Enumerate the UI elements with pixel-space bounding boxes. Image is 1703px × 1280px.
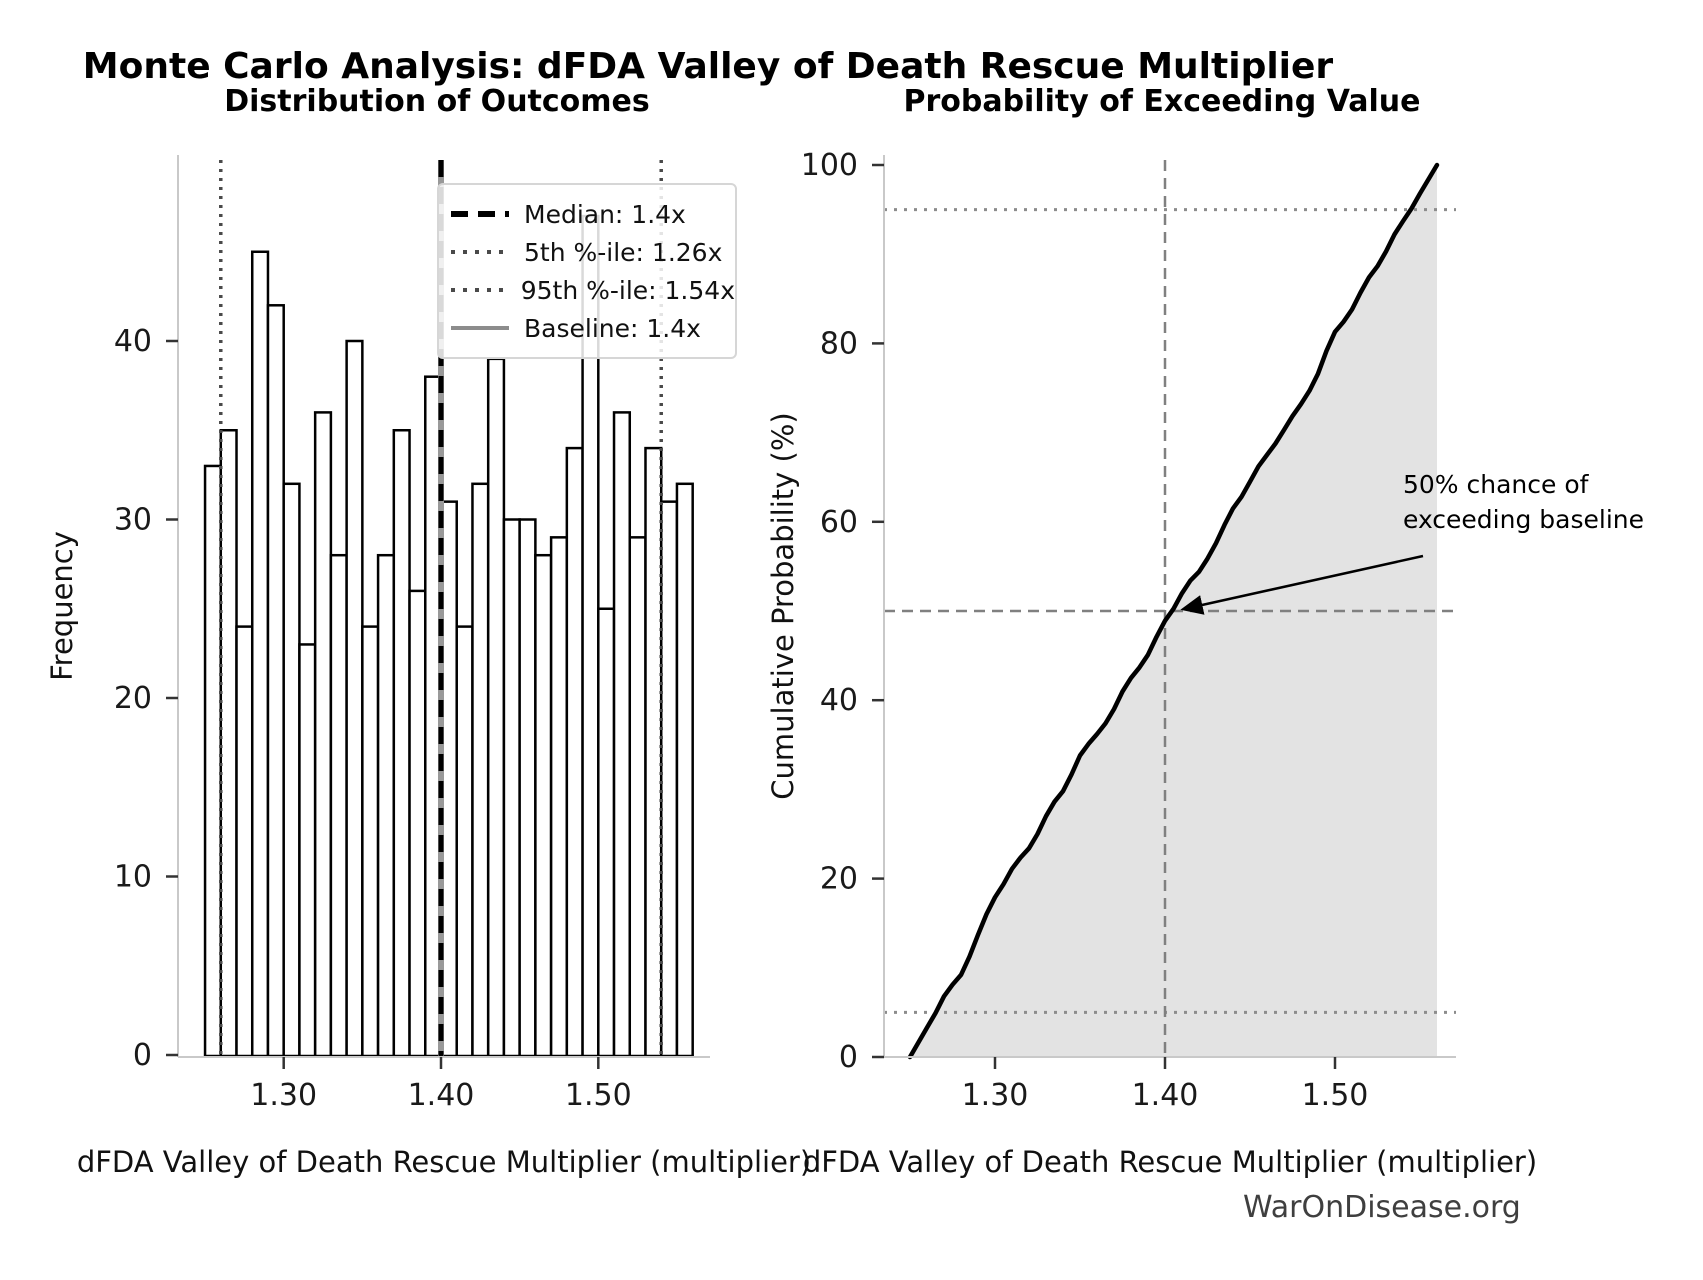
histogram-bar (675, 482, 694, 1058)
figure-title: Monte Carlo Analysis: dFDA Valley of Dea… (82, 46, 1334, 87)
histogram-bar (235, 625, 254, 1058)
histogram-bar (644, 446, 663, 1058)
legend-item-median: Median: 1.4x (451, 195, 735, 233)
histogram-bar (659, 500, 679, 1058)
y-tick-label: 80 (820, 326, 858, 361)
histogram-bar (219, 429, 238, 1058)
histogram-xlabel: dFDA Valley of Death Rescue Multiplier (… (76, 1145, 812, 1179)
y-tick-label: 60 (820, 505, 858, 540)
histogram-bar (376, 553, 396, 1058)
legend-label-baseline: Baseline: 1.4x (524, 313, 701, 343)
histogram-bar (534, 553, 553, 1058)
histogram-bar (549, 536, 569, 1058)
histogram-bar (392, 429, 411, 1058)
histogram-bar (313, 411, 333, 1058)
histogram-bar (518, 518, 537, 1058)
histogram-bar (455, 625, 474, 1058)
y-tick-label: 100 (801, 148, 858, 183)
y-tick-label: 40 (114, 324, 152, 359)
p95-line-sample-icon (451, 288, 506, 292)
histogram-ylabel: Frequency (45, 531, 79, 681)
p5-line-sample-icon (451, 250, 509, 254)
histogram-bar (628, 536, 647, 1058)
histogram-bar (597, 607, 616, 1058)
histogram-bar (565, 446, 584, 1058)
legend-item-baseline: Baseline: 1.4x (451, 309, 735, 347)
y-tick-label: 10 (114, 860, 152, 895)
histogram-bar (361, 625, 380, 1058)
histogram-bar (266, 304, 285, 1058)
legend-item-p5: 5th %-ile: 1.26x (451, 233, 735, 271)
histogram-bar (282, 482, 301, 1058)
legend-label-p5: 5th %-ile: 1.26x (524, 237, 723, 267)
y-tick-label: 40 (820, 683, 858, 718)
cdf-title: Probability of Exceeding Value (903, 84, 1421, 119)
x-tick-label: 1.50 (565, 1078, 632, 1113)
y-tick-label: 0 (133, 1038, 152, 1073)
annotation-arrow (1180, 554, 1424, 615)
cdf-curve (907, 162, 1440, 1060)
x-tick-label: 1.30 (250, 1078, 317, 1113)
cdf-plot: 0 20 40 60 80 100 1.30 1.40 1.50 (801, 148, 1456, 1113)
x-tick-label: 1.40 (1132, 1078, 1199, 1113)
legend: Median: 1.4x 5th %-ile: 1.26x 95th %-ile… (437, 183, 737, 359)
histogram-bar (203, 464, 223, 1058)
y-tick-label: 30 (114, 503, 152, 538)
cdf-ylabel: Cumulative Probability (%) (766, 412, 800, 800)
legend-label-median: Median: 1.4x (524, 199, 686, 229)
x-tick-label: 1.30 (962, 1078, 1029, 1113)
median-line-sample-icon (451, 211, 509, 217)
x-tick-label: 1.50 (1302, 1078, 1369, 1113)
legend-label-p95: 95th %-ile: 1.54x (520, 275, 735, 305)
cdf-xlabel: dFDA Valley of Death Rescue Multiplier (… (802, 1145, 1538, 1179)
histogram-title: Distribution of Outcomes (224, 84, 650, 119)
histogram-bar (502, 518, 521, 1058)
histogram-bar (298, 643, 317, 1058)
y-tick-label: 20 (114, 681, 152, 716)
legend-item-p95: 95th %-ile: 1.54x (451, 271, 735, 309)
footer-watermark: WarOnDisease.org (1243, 1190, 1521, 1225)
y-tick-label: 0 (839, 1040, 858, 1075)
histogram-bar (329, 553, 348, 1058)
histogram-bar (471, 482, 490, 1058)
baseline-line-sample-icon (451, 326, 509, 330)
histogram-bar (345, 339, 364, 1058)
histogram-bar (250, 250, 270, 1058)
y-tick-label: 20 (820, 862, 858, 897)
histogram-bar (612, 411, 632, 1058)
histogram-bar (408, 589, 427, 1058)
cdf-annotation: 50% chance of exceeding baseline (1403, 470, 1644, 534)
histogram-bar (486, 357, 506, 1058)
x-tick-label: 1.40 (408, 1078, 475, 1113)
